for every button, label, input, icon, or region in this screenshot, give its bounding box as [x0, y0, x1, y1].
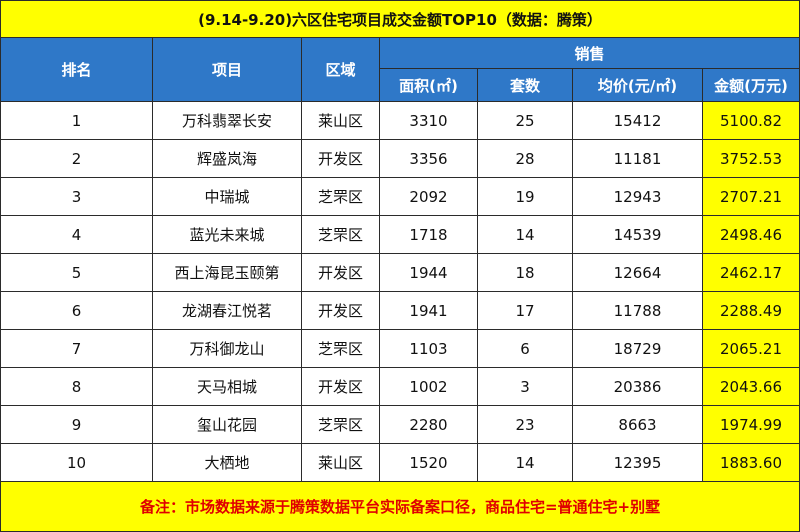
cell-area: 1941 — [379, 291, 478, 330]
cell-rank: 3 — [0, 177, 153, 216]
cell-avg-price: 18729 — [572, 329, 703, 368]
header-avg-price: 均价(元/㎡) — [572, 68, 703, 102]
cell-avg-price: 12395 — [572, 443, 703, 482]
cell-units: 23 — [477, 405, 573, 444]
cell-avg-price: 12943 — [572, 177, 703, 216]
table-row: 5 西上海昆玉颐第 开发区 1944 18 12664 2462.17 — [0, 253, 800, 292]
cell-district: 芝罘区 — [301, 405, 380, 444]
cell-district: 莱山区 — [301, 101, 380, 140]
cell-units: 6 — [477, 329, 573, 368]
cell-project: 大栖地 — [152, 443, 302, 482]
table-row: 6 龙湖春江悦茗 开发区 1941 17 11788 2288.49 — [0, 291, 800, 330]
cell-units: 19 — [477, 177, 573, 216]
title-row: (9.14-9.20)六区住宅项目成交金额TOP10（数据：腾策） — [0, 0, 800, 38]
header-project: 项目 — [152, 37, 302, 102]
cell-avg-price: 15412 — [572, 101, 703, 140]
cell-project: 中瑞城 — [152, 177, 302, 216]
cell-avg-price: 11788 — [572, 291, 703, 330]
cell-area: 1944 — [379, 253, 478, 292]
cell-district: 开发区 — [301, 139, 380, 178]
cell-units: 25 — [477, 101, 573, 140]
cell-avg-price: 12664 — [572, 253, 703, 292]
cell-amount: 2065.21 — [701, 329, 800, 368]
table-row: 3 中瑞城 芝罘区 2092 19 12943 2707.21 — [0, 177, 800, 216]
cell-rank: 5 — [0, 253, 153, 292]
cell-district: 芝罘区 — [301, 329, 380, 368]
cell-area: 2280 — [379, 405, 478, 444]
cell-district: 开发区 — [301, 253, 380, 292]
cell-project: 西上海昆玉颐第 — [152, 253, 302, 292]
cell-district: 芝罘区 — [301, 177, 380, 216]
cell-district: 莱山区 — [301, 443, 380, 482]
cell-area: 3310 — [379, 101, 478, 140]
cell-project: 万科翡翠长安 — [152, 101, 302, 140]
header-district: 区域 — [301, 37, 380, 102]
cell-units: 18 — [477, 253, 573, 292]
cell-amount: 1974.99 — [701, 405, 800, 444]
footnote: 备注：市场数据来源于腾策数据平台实际备案口径，商品住宅=普通住宅+别墅 — [0, 481, 800, 532]
table-row: 7 万科御龙山 芝罘区 1103 6 18729 2065.21 — [0, 329, 800, 368]
cell-area: 3356 — [379, 139, 478, 178]
cell-project: 蓝光未来城 — [152, 215, 302, 254]
cell-area: 1520 — [379, 443, 478, 482]
cell-district: 开发区 — [301, 291, 380, 330]
cell-amount: 3752.53 — [701, 139, 800, 178]
cell-amount: 2707.21 — [701, 177, 800, 216]
cell-units: 14 — [477, 215, 573, 254]
cell-rank: 2 — [0, 139, 153, 178]
table-row: 8 天马相城 开发区 1002 3 20386 2043.66 — [0, 367, 800, 406]
cell-area: 2092 — [379, 177, 478, 216]
cell-project: 龙湖春江悦茗 — [152, 291, 302, 330]
cell-district: 开发区 — [301, 367, 380, 406]
cell-units: 14 — [477, 443, 573, 482]
cell-amount: 1883.60 — [701, 443, 800, 482]
cell-avg-price: 11181 — [572, 139, 703, 178]
cell-amount: 2288.49 — [701, 291, 800, 330]
cell-area: 1103 — [379, 329, 478, 368]
cell-area: 1718 — [379, 215, 478, 254]
table-title: (9.14-9.20)六区住宅项目成交金额TOP10（数据：腾策） — [0, 0, 800, 38]
cell-project: 天马相城 — [152, 367, 302, 406]
cell-project: 辉盛岚海 — [152, 139, 302, 178]
cell-rank: 1 — [0, 101, 153, 140]
header-area: 面积(㎡) — [379, 68, 478, 102]
cell-rank: 9 — [0, 405, 153, 444]
table-row: 10 大栖地 莱山区 1520 14 12395 1883.60 — [0, 443, 800, 482]
cell-units: 17 — [477, 291, 573, 330]
cell-units: 3 — [477, 367, 573, 406]
cell-amount: 5100.82 — [701, 101, 800, 140]
cell-rank: 8 — [0, 367, 153, 406]
cell-amount: 2462.17 — [701, 253, 800, 292]
cell-rank: 10 — [0, 443, 153, 482]
header-units: 套数 — [477, 68, 573, 102]
note-row: 备注：市场数据来源于腾策数据平台实际备案口径，商品住宅=普通住宅+别墅 — [0, 481, 800, 532]
cell-project: 玺山花园 — [152, 405, 302, 444]
cell-rank: 7 — [0, 329, 153, 368]
table-row: 1 万科翡翠长安 莱山区 3310 25 15412 5100.82 — [0, 101, 800, 140]
cell-amount: 2043.66 — [701, 367, 800, 406]
cell-avg-price: 8663 — [572, 405, 703, 444]
subheader-row: 面积(㎡) 套数 均价(元/㎡) 金额(万元) — [1, 68, 800, 102]
table-row: 4 蓝光未来城 芝罘区 1718 14 14539 2498.46 — [0, 215, 800, 254]
cell-rank: 4 — [0, 215, 153, 254]
table-row: 9 玺山花园 芝罘区 2280 23 8663 1974.99 — [0, 405, 800, 444]
header-row: 排名 项目 区域 销售 — [0, 37, 800, 102]
cell-project: 万科御龙山 — [152, 329, 302, 368]
cell-district: 芝罘区 — [301, 215, 380, 254]
header-rank: 排名 — [0, 37, 153, 102]
cell-amount: 2498.46 — [701, 215, 800, 254]
cell-avg-price: 14539 — [572, 215, 703, 254]
header-amount: 金额(万元) — [701, 68, 800, 102]
header-sales: 销售 — [378, 37, 800, 69]
cell-area: 1002 — [379, 367, 478, 406]
cell-units: 28 — [477, 139, 573, 178]
cell-rank: 6 — [0, 291, 153, 330]
cell-avg-price: 20386 — [572, 367, 703, 406]
table-row: 2 辉盛岚海 开发区 3356 28 11181 3752.53 — [0, 139, 800, 178]
